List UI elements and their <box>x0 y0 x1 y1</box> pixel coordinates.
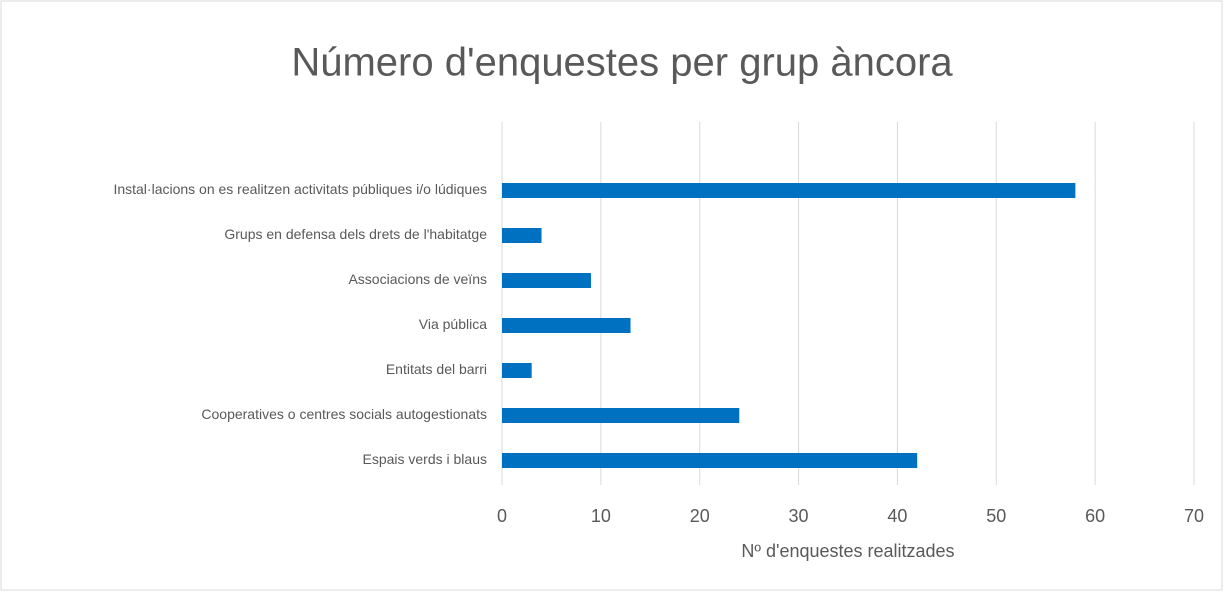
y-tick-label: Grups en defensa dels drets de l'habitat… <box>224 226 487 242</box>
x-tick-label: 40 <box>887 506 907 526</box>
bar <box>502 183 1076 198</box>
bar <box>502 408 740 423</box>
bar <box>502 363 532 378</box>
bar <box>502 318 631 333</box>
x-tick-label: 10 <box>591 506 611 526</box>
bar <box>502 273 591 288</box>
bar <box>502 228 542 243</box>
y-tick-label: Entitats del barri <box>386 361 487 377</box>
x-tick-label: 20 <box>690 506 710 526</box>
x-axis-title: Nº d'enquestes realitzades <box>741 541 954 561</box>
y-tick-label: Instal·lacions on es realitzen activitat… <box>113 181 487 197</box>
chart-title: Número d'enquestes per grup àncora <box>291 41 953 85</box>
y-tick-label: Via pública <box>419 316 487 332</box>
y-tick-label: Espais verds i blaus <box>362 451 487 467</box>
y-tick-label: Associacions de veïns <box>348 271 487 287</box>
bar <box>502 453 918 468</box>
x-tick-label: 0 <box>497 506 507 526</box>
x-tick-label: 60 <box>1085 506 1105 526</box>
x-tick-label: 50 <box>986 506 1006 526</box>
x-tick-label: 70 <box>1184 506 1204 526</box>
x-tick-label: 30 <box>789 506 809 526</box>
y-tick-label: Cooperatives o centres socials autogesti… <box>201 406 487 422</box>
